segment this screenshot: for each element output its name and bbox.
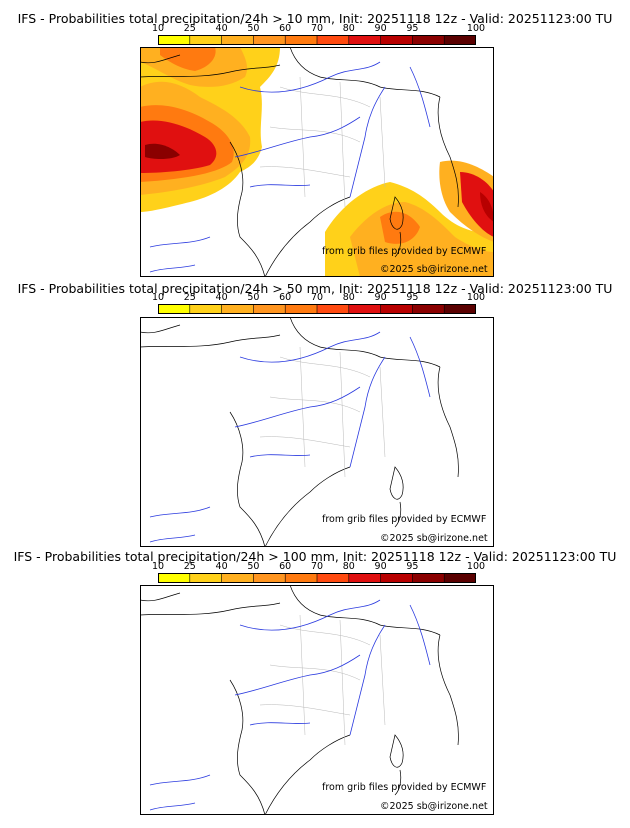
colorbar-segment — [189, 304, 223, 314]
colorbar-tick-label: 10 — [151, 292, 165, 303]
colorbar-tick-label: 50 — [247, 23, 260, 34]
colorbar-ticks: 10 25 40 50 60 70 80 90 95 100 — [140, 23, 494, 34]
panel-10mm: IFS - Probabilities total precipitation/… — [0, 0, 630, 277]
colorbar-tick-label: 95 — [406, 23, 419, 34]
colorbar-tick-label: 90 — [374, 292, 387, 303]
colorbar — [158, 573, 476, 583]
colorbar-segment — [412, 35, 445, 45]
colorbar-segment — [253, 35, 286, 45]
colorbar-tick-label: 90 — [374, 23, 387, 34]
colorbar-segment — [317, 304, 350, 314]
colorbar-segment — [158, 35, 191, 45]
colorbar-segment — [444, 304, 476, 314]
colorbar-tick-label: 95 — [406, 561, 419, 572]
colorbar-tick-label: 10 — [151, 23, 165, 34]
colorbar-segment — [412, 573, 445, 583]
colorbar — [158, 35, 476, 45]
colorbar-tick-label: 25 — [183, 292, 196, 303]
colorbar-tick-label: 60 — [279, 561, 292, 572]
colorbar — [158, 304, 476, 314]
colorbar-tick-label: 50 — [247, 561, 260, 572]
colorbar-segment — [221, 304, 254, 314]
map-france-100mm — [140, 585, 494, 815]
colorbar-segment — [158, 304, 191, 314]
colorbar-tick-label: 40 — [215, 23, 228, 34]
colorbar-segment — [158, 573, 191, 583]
colorbar-segment — [444, 573, 476, 583]
colorbar-tick-label: 40 — [215, 561, 228, 572]
colorbar-segment — [285, 573, 318, 583]
credit-source: from grib files provided by ECMWF — [322, 782, 487, 793]
colorbar-segment — [380, 573, 413, 583]
colorbar-segment — [348, 35, 382, 45]
panel-title: IFS - Probabilities total precipitation/… — [13, 549, 617, 564]
colorbar-segment — [189, 573, 223, 583]
colorbar-segment — [285, 35, 318, 45]
colorbar-segment — [221, 573, 254, 583]
colorbar-segment — [348, 573, 382, 583]
colorbar-tick-label: 10 — [151, 561, 165, 572]
colorbar-tick-label: 100 — [466, 292, 486, 303]
colorbar-tick-label: 80 — [342, 23, 355, 34]
colorbar-segment — [317, 35, 350, 45]
colorbar-frame — [158, 304, 476, 314]
colorbar-segment — [444, 35, 476, 45]
colorbar-tick-label: 80 — [342, 292, 355, 303]
colorbar-segment — [285, 304, 318, 314]
colorbar-segment — [253, 573, 286, 583]
panel-title: IFS - Probabilities total precipitation/… — [17, 281, 613, 296]
colorbar-frame — [158, 573, 476, 583]
colorbar-ticks: 10 25 40 50 60 70 80 90 95 100 — [140, 292, 494, 303]
map-france-10mm — [140, 47, 494, 277]
credit-source: from grib files provided by ECMWF — [322, 514, 487, 525]
colorbar-tick-label: 90 — [374, 561, 387, 572]
colorbar-tick-label: 100 — [466, 23, 486, 34]
colorbar-frame — [158, 35, 476, 45]
colorbar-tick-label: 70 — [310, 23, 324, 34]
colorbar-segment — [221, 35, 254, 45]
colorbar-segment — [317, 573, 350, 583]
credit-source: from grib files provided by ECMWF — [322, 246, 487, 257]
colorbar-segment — [253, 304, 286, 314]
colorbar-tick-label: 40 — [215, 292, 228, 303]
colorbar-tick-label: 70 — [310, 561, 324, 572]
colorbar-segment — [380, 304, 413, 314]
colorbar-segment — [189, 35, 223, 45]
credit-copyright: ©2025 sb@irizone.net — [380, 801, 488, 812]
panel-50mm: IFS - Probabilities total precipitation/… — [0, 0, 630, 547]
colorbar-tick-label: 50 — [247, 292, 260, 303]
colorbar-tick-label: 80 — [342, 561, 355, 572]
colorbar-tick-label: 70 — [310, 292, 324, 303]
map-france-50mm — [140, 317, 494, 547]
colorbar-segment — [348, 304, 382, 314]
colorbar-tick-label: 100 — [466, 561, 486, 572]
colorbar-tick-label: 95 — [406, 292, 419, 303]
colorbar-tick-label: 25 — [183, 23, 196, 34]
panel-title: IFS - Probabilities total precipitation/… — [17, 11, 613, 26]
colorbar-segment — [412, 304, 445, 314]
colorbar-tick-label: 25 — [183, 561, 196, 572]
colorbar-tick-label: 60 — [279, 292, 292, 303]
colorbar-ticks: 10 25 40 50 60 70 80 90 95 100 — [140, 561, 494, 572]
colorbar-segment — [380, 35, 413, 45]
credit-copyright: ©2025 sb@irizone.net — [380, 264, 488, 275]
colorbar-tick-label: 60 — [279, 23, 292, 34]
credit-copyright: ©2025 sb@irizone.net — [380, 533, 488, 544]
